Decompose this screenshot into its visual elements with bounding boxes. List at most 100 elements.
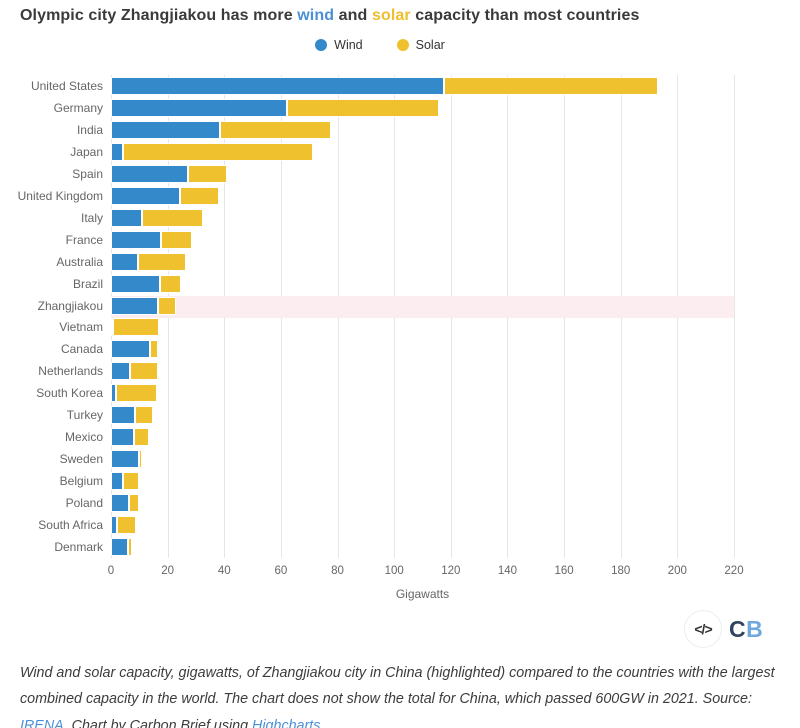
solar-bar-segment[interactable] bbox=[287, 98, 440, 117]
solar-bar-segment[interactable] bbox=[123, 472, 140, 491]
wind-bar-segment[interactable] bbox=[111, 186, 181, 205]
carbon-brief-logo[interactable]: </> CB bbox=[684, 610, 763, 648]
wind-bar-segment[interactable] bbox=[111, 406, 136, 425]
category-label-south-korea: South Korea bbox=[36, 386, 103, 401]
category-label-turkey: Turkey bbox=[66, 408, 103, 423]
category-label-united-states: United States bbox=[30, 78, 103, 93]
bar-row-poland bbox=[111, 492, 734, 514]
legend-item-solar[interactable]: Solar bbox=[396, 38, 445, 52]
wind-legend-dot-icon bbox=[315, 39, 328, 51]
solar-bar-segment[interactable] bbox=[139, 450, 143, 469]
bar-row-india bbox=[111, 119, 734, 141]
category-label-mexico: Mexico bbox=[64, 430, 103, 445]
bar-row-france bbox=[111, 229, 734, 251]
wind-bar-segment[interactable] bbox=[111, 142, 124, 161]
solar-bar-segment[interactable] bbox=[115, 384, 157, 403]
solar-bar-segment[interactable] bbox=[444, 76, 659, 95]
solar-bar-segment[interactable] bbox=[180, 186, 219, 205]
stacked-bar-chart: United States Germany India Japan Spain Unite… bbox=[18, 75, 744, 601]
irena-link[interactable]: IRENA bbox=[20, 717, 64, 728]
bar-row-united-states bbox=[111, 75, 734, 97]
bar-row-united-kingdom bbox=[111, 185, 734, 207]
category-label-zhangjiakou: Zhangjiakou bbox=[37, 298, 103, 313]
solar-bar-segment[interactable] bbox=[141, 208, 204, 227]
tick-label-140: 140 bbox=[497, 565, 518, 577]
bar-row-canada bbox=[111, 338, 734, 360]
category-label-australia: Australia bbox=[56, 254, 103, 269]
wind-bar-segment[interactable] bbox=[111, 208, 142, 227]
legend-label-solar: Solar bbox=[415, 38, 445, 52]
wind-bar-segment[interactable] bbox=[111, 472, 124, 491]
footer-caption: Wind and solar capacity, gigawatts, of Z… bbox=[20, 660, 784, 728]
cb-letter-b: B bbox=[746, 615, 764, 642]
wind-bar-segment[interactable] bbox=[111, 120, 221, 139]
wind-bar-segment[interactable] bbox=[111, 98, 288, 117]
category-label-sweden: Sweden bbox=[59, 452, 103, 467]
solar-bar-segment[interactable] bbox=[112, 318, 160, 337]
category-label-spain: Spain bbox=[72, 166, 103, 181]
solar-bar-segment[interactable] bbox=[129, 362, 158, 381]
legend-label-wind: Wind bbox=[334, 38, 363, 52]
bar-row-south-africa bbox=[111, 514, 734, 536]
tick-label-60: 60 bbox=[274, 565, 288, 577]
bar-row-south-korea bbox=[111, 382, 734, 404]
bar-row-australia bbox=[111, 251, 734, 273]
wind-bar-segment[interactable] bbox=[111, 494, 130, 513]
solar-bar-segment[interactable] bbox=[127, 538, 132, 556]
category-label-denmark: Denmark bbox=[54, 540, 103, 555]
category-label-italy: Italy bbox=[80, 210, 103, 225]
wind-bar-segment[interactable] bbox=[111, 164, 188, 183]
tick-label-220: 220 bbox=[724, 565, 744, 577]
wind-bar-segment[interactable] bbox=[111, 340, 150, 359]
cb-letter-c: C bbox=[729, 615, 747, 642]
category-label-brazil: Brazil bbox=[72, 276, 103, 291]
wind-bar-segment[interactable] bbox=[111, 516, 118, 535]
wind-bar-segment[interactable] bbox=[111, 274, 160, 293]
solar-bar-segment[interactable] bbox=[160, 230, 193, 249]
wind-bar-segment[interactable] bbox=[111, 296, 158, 315]
solar-bar-segment[interactable] bbox=[220, 120, 331, 139]
category-label-netherlands: Netherlands bbox=[38, 364, 103, 379]
title-prefix: Olympic city Zhangjiakou has more bbox=[20, 7, 298, 24]
highcharts-link[interactable]: Highcharts bbox=[252, 717, 321, 728]
solar-bar-segment[interactable] bbox=[137, 252, 187, 271]
solar-bar-segment[interactable] bbox=[149, 340, 158, 359]
solar-bar-segment[interactable] bbox=[129, 494, 140, 513]
bar-row-brazil bbox=[111, 273, 734, 295]
solar-bar-segment[interactable] bbox=[159, 274, 181, 293]
solar-bar-segment[interactable] bbox=[133, 428, 150, 447]
legend-item-wind[interactable]: Wind bbox=[315, 38, 363, 52]
tick-label-80: 80 bbox=[331, 565, 344, 577]
bar-row-italy bbox=[111, 207, 734, 229]
tick-label-120: 120 bbox=[441, 565, 461, 577]
footer-text-2: . Chart by Carbon Brief using bbox=[63, 717, 253, 728]
tick-label-40: 40 bbox=[217, 565, 231, 577]
wind-bar-segment[interactable] bbox=[111, 384, 116, 403]
plot-area bbox=[111, 75, 735, 558]
wind-bar-segment[interactable] bbox=[111, 428, 134, 447]
wind-bar-segment[interactable] bbox=[111, 252, 138, 271]
bar-row-germany bbox=[111, 97, 734, 119]
solar-bar-segment[interactable] bbox=[135, 406, 154, 425]
wind-bar-segment[interactable] bbox=[111, 362, 130, 381]
wind-bar-segment[interactable] bbox=[111, 538, 128, 556]
bar-row-belgium bbox=[111, 470, 734, 492]
solar-bar-segment[interactable] bbox=[117, 516, 136, 535]
solar-bar-segment[interactable] bbox=[123, 142, 314, 161]
footer-text-1: Wind and solar capacity, gigawatts, of Z… bbox=[20, 665, 775, 708]
code-icon[interactable]: </> bbox=[684, 610, 722, 648]
wind-bar-segment[interactable] bbox=[111, 318, 113, 337]
x-axis-title: Gigawatts bbox=[395, 587, 450, 601]
wind-bar-segment[interactable] bbox=[111, 450, 140, 469]
bar-row-denmark bbox=[111, 536, 734, 558]
chart-title: Olympic city Zhangjiakou has more wind a… bbox=[20, 7, 639, 25]
tick-label-100: 100 bbox=[384, 565, 404, 577]
solar-legend-dot-icon bbox=[396, 39, 409, 51]
solar-bar-segment[interactable] bbox=[157, 296, 177, 315]
title-suffix: capacity than most countries bbox=[410, 7, 640, 24]
wind-bar-segment[interactable] bbox=[111, 76, 445, 95]
tick-label-200: 200 bbox=[667, 565, 687, 577]
solar-bar-segment[interactable] bbox=[187, 164, 228, 183]
wind-bar-segment[interactable] bbox=[111, 230, 161, 249]
